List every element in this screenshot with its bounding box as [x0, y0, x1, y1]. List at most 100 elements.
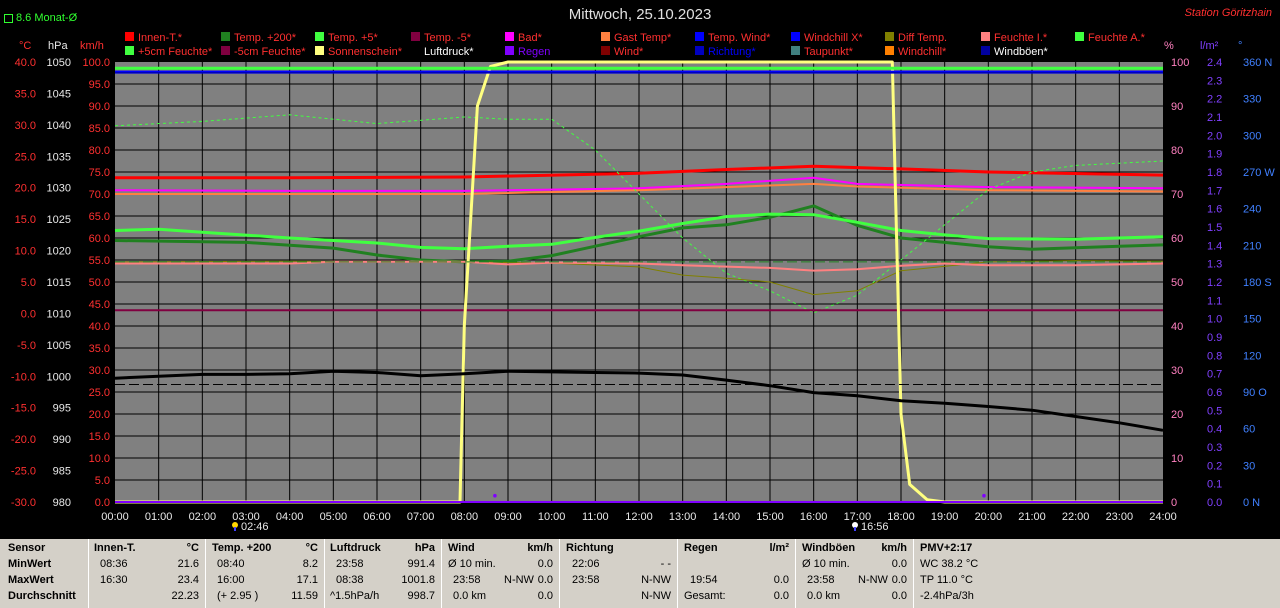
stats-temp200-avg-note: (+ 2.95 ) [217, 590, 259, 602]
legend-item: Feuchte I.* [980, 31, 1047, 44]
legend-label: Feuchte A.* [1088, 32, 1145, 44]
x-tick-label: 12:00 [625, 511, 653, 523]
legend-label: Feuchte I.* [994, 32, 1048, 44]
stats-windboeen-max: 0.0 [891, 574, 907, 586]
y-tick-wind: 85.0 [89, 123, 110, 135]
legend-swatch [410, 31, 421, 42]
y-tick-rain: 1.6 [1207, 204, 1222, 216]
stats-wind-title: Wind [448, 542, 475, 554]
y-tick-pressure: 985 [53, 466, 71, 478]
legend-swatch [124, 31, 135, 42]
legend-label: Luftdruck* [424, 46, 474, 58]
x-tick-label: 06:00 [363, 511, 391, 523]
y-tick-rain: 0.7 [1207, 369, 1222, 381]
legend-label: Diff Temp. [898, 32, 948, 44]
series-line [114, 369, 1164, 432]
x-tick-label: 11:00 [582, 511, 609, 523]
y-tick-rain: 1.5 [1207, 222, 1222, 234]
y-tick-wind: 90.0 [89, 101, 110, 113]
stats-windboeen-max-time: 23:58 [807, 574, 835, 586]
y-tick-rain: 0.5 [1207, 405, 1222, 417]
stats-richtung-min-time: 22:06 [572, 558, 600, 570]
stats-windboeen-avg: 0.0 [891, 590, 907, 602]
legend-item: Innen-T.* [124, 31, 182, 44]
rain-point [493, 493, 497, 498]
y-tick-rain: 1.8 [1207, 167, 1222, 179]
stats-luftdruck-avg: 998.7 [407, 590, 435, 602]
y-tick-percent: 10 [1171, 453, 1183, 465]
x-tick-label: 02:00 [189, 511, 217, 523]
y-tick-rain: 0.4 [1207, 424, 1222, 436]
stats-innen: Innen-T. °C 08:36 21.6 16:30 23.4 22.23 [89, 539, 205, 608]
y-tick-percent: 100 [1171, 57, 1189, 69]
y-tick-temp: 5.0 [21, 277, 36, 289]
label-max: MaxWert [8, 574, 54, 586]
series-line [115, 182, 1164, 195]
y-tick-rain: 2.4 [1207, 57, 1222, 69]
weather-chart: 00:00 01:00 02:00 03:00 04:00 05:00 06:00 07:00… [11, 57, 1275, 523]
legend-item: Richtung* [694, 45, 756, 58]
y-tick-pressure: 1000 [47, 371, 71, 383]
y-tick-temp: 20.0 [15, 183, 36, 195]
y-tick-wind: 65.0 [89, 211, 110, 223]
stats-labels: Sensor MinWert MaxWert Durchschnitt [0, 539, 88, 608]
y-tick-direction: 270 W [1243, 167, 1275, 179]
y-tick-rain: 1.3 [1207, 259, 1222, 271]
divider [677, 539, 678, 608]
legend-item: Temp. +5* [314, 31, 378, 44]
legend-swatch [694, 45, 705, 56]
x-tick-label: 14:00 [713, 511, 741, 523]
x-tick-label: 03:00 [232, 511, 260, 523]
divider [88, 539, 89, 608]
y-tick-pressure: 995 [53, 403, 71, 415]
stats-windboeen-unit: km/h [881, 542, 907, 554]
stats-luftdruck-max: 1001.8 [401, 574, 435, 586]
stats-regen-total: 0.0 [773, 590, 789, 602]
legend-label: Innen-T.* [138, 32, 183, 44]
legend-label: Windböen* [994, 46, 1048, 58]
legend-item: Windchill* [884, 45, 946, 58]
x-tick-label: 18:00 [887, 511, 915, 523]
y-tick-pressure: 1050 [47, 57, 71, 69]
stats-innen-min: 21.6 [177, 558, 199, 570]
y-tick-rain: 0.6 [1207, 387, 1222, 399]
y-tick-percent: 20 [1171, 409, 1183, 421]
legend-label: Richtung* [708, 46, 756, 58]
stats-innen-title: Innen-T. [94, 542, 136, 554]
stats-pmv-pressure-trend: -2.4hPa/3h [920, 590, 974, 602]
legend-item: Gast Temp* [600, 31, 671, 44]
y-tick-direction: 60 [1243, 424, 1255, 436]
y-tick-temp: 0.0 [21, 308, 36, 320]
stats-luftdruck: Luftdruck hPa 23:58 991.4 08:38 1001.8 ^1.5… [325, 539, 441, 608]
label-sensor: Sensor [8, 542, 46, 554]
stats-regen-total-label: Gesamt: [684, 590, 726, 602]
x-tick-label: 23:00 [1106, 511, 1134, 523]
stats-windboeen-avg10: 0.0 [891, 558, 907, 570]
x-tick-label: 01:00 [145, 511, 173, 523]
unit-rain: l/m² [1200, 40, 1219, 52]
y-tick-wind: 100.0 [82, 57, 110, 69]
series-line [114, 212, 1164, 251]
legend-label: Bad* [518, 32, 542, 44]
y-tick-rain: 2.0 [1207, 130, 1222, 142]
stats-luftdruck-min: 991.4 [407, 558, 435, 570]
y-tick-pressure: 980 [53, 497, 71, 509]
divider [559, 539, 560, 608]
x-tick-label: 09:00 [494, 511, 522, 523]
y-tick-pressure: 1025 [47, 214, 71, 226]
y-tick-direction: 0 N [1243, 497, 1260, 509]
unit-percent: % [1164, 40, 1174, 52]
legend-swatch [790, 45, 801, 56]
unit-kmh: km/h [80, 40, 104, 52]
y-tick-rain: 1.2 [1207, 277, 1222, 289]
series-line [115, 260, 1164, 272]
unit-direction: ° [1238, 40, 1243, 52]
legend-swatch [600, 45, 611, 56]
stats-regen-time: 19:54 [690, 574, 718, 586]
legend-swatch [410, 45, 421, 56]
y-tick-temp: 40.0 [15, 57, 36, 69]
sunrise-icon [230, 521, 240, 534]
x-tick-label: 21:00 [1018, 511, 1046, 523]
x-tick-label: 16:00 [800, 511, 828, 523]
stats-temp200-min: 8.2 [302, 558, 318, 570]
